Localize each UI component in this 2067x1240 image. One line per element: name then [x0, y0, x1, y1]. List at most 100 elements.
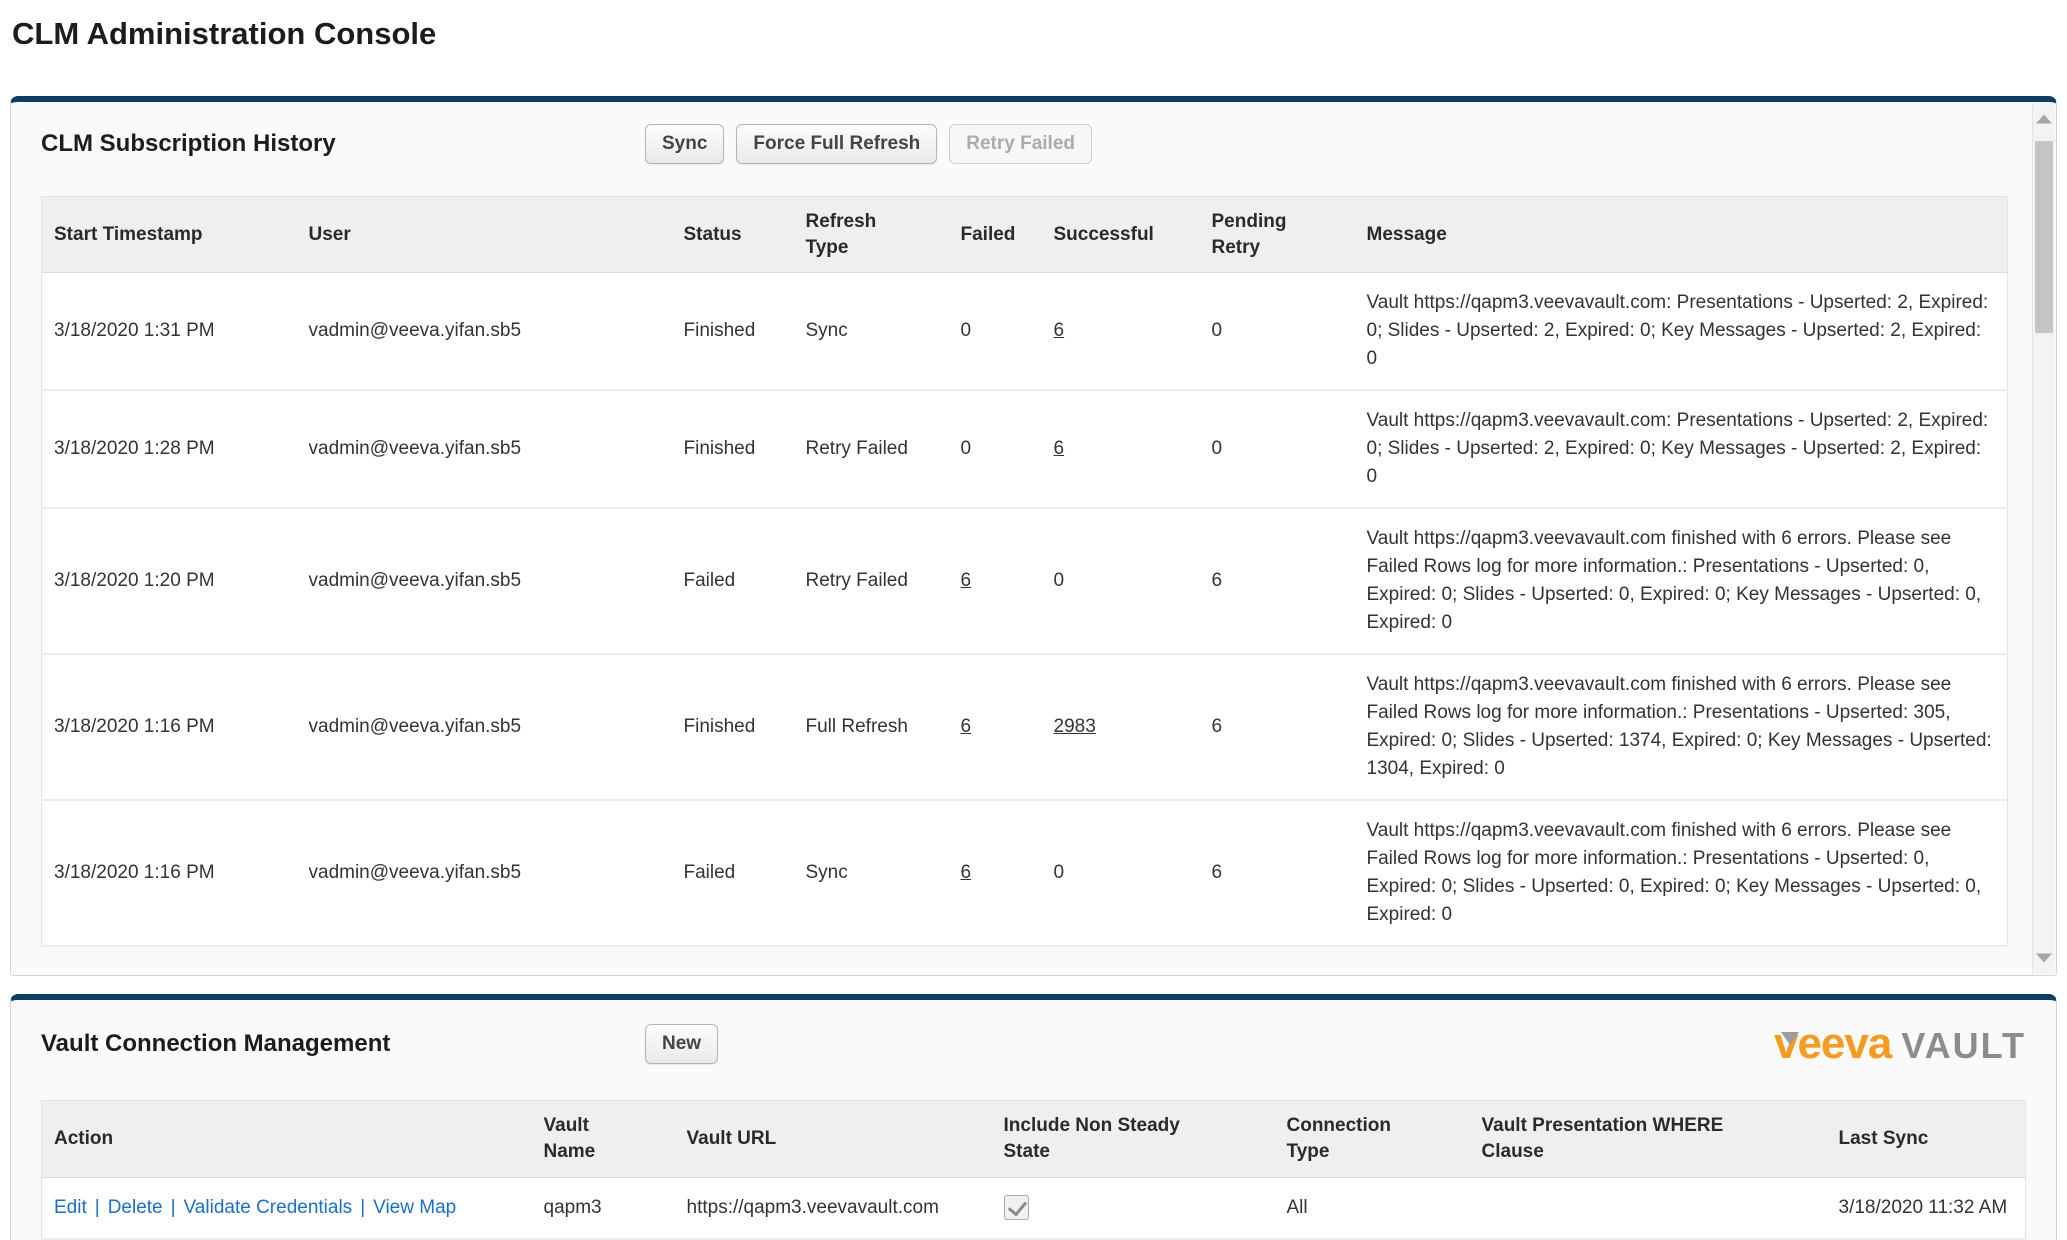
- cell-failed: 6: [948, 508, 1042, 655]
- cell-refresh-type: Retry Failed: [793, 390, 949, 509]
- cell-pending-retry: 0: [1199, 390, 1355, 509]
- subscription-history-table: Start Timestamp User Status Refresh Type…: [41, 196, 2008, 948]
- vault-connection-management-panel: Vault Connection Management New veeva VA…: [10, 994, 2057, 1240]
- column-include-non-steady-state: Include Non Steady State: [991, 1100, 1275, 1178]
- table-row: 3/18/2020 1:16 PM vadmin@veeva.yifan.sb5…: [41, 654, 2008, 801]
- cell-user: vadmin@veeva.yifan.sb5: [296, 272, 672, 391]
- failed-count-link[interactable]: 6: [960, 862, 972, 884]
- cell-start-timestamp: 3/18/2020 1:16 PM: [41, 654, 297, 801]
- cell-message: Vault https://qapm3.veevavault.com: Pres…: [1354, 390, 2008, 509]
- subscription-panel-header: CLM Subscription History Sync Force Full…: [11, 102, 2056, 182]
- clm-admin-console-page: CLM Administration Console CLM Subscript…: [0, 16, 2067, 1240]
- cell-user: vadmin@veeva.yifan.sb5: [296, 800, 672, 947]
- cell-successful: 0: [1041, 800, 1200, 947]
- column-vault-url: Vault URL: [674, 1100, 992, 1178]
- cell-pending-retry: 6: [1199, 508, 1355, 655]
- veeva-triangle-icon: [1780, 1032, 1799, 1046]
- cell-refresh-type: Retry Failed: [793, 508, 949, 655]
- cell-refresh-type: Sync: [793, 272, 949, 391]
- subscription-button-group: Sync Force Full Refresh Retry Failed: [645, 124, 1093, 164]
- cell-failed: 6: [948, 654, 1042, 801]
- cell-where-clause: [1469, 1177, 1827, 1239]
- cell-user: vadmin@veeva.yifan.sb5: [296, 508, 672, 655]
- column-last-sync: Last Sync: [1826, 1100, 2026, 1178]
- successful-count-link[interactable]: 6: [1053, 320, 1065, 342]
- cell-connection-type: All: [1274, 1177, 1470, 1239]
- validate-credentials-link[interactable]: Validate Credentials: [183, 1196, 353, 1218]
- delete-link[interactable]: Delete: [107, 1196, 163, 1218]
- column-failed: Failed: [948, 196, 1042, 274]
- subscription-panel-title: CLM Subscription History: [41, 130, 336, 157]
- cell-pending-retry: 0: [1199, 272, 1355, 391]
- cell-successful: 2983: [1041, 654, 1200, 801]
- cell-message: Vault https://qapm3.veevavault.com finis…: [1354, 654, 2008, 801]
- scroll-down-icon[interactable]: [2033, 942, 2055, 974]
- failed-count-link[interactable]: 6: [960, 716, 972, 738]
- cell-start-timestamp: 3/18/2020 1:20 PM: [41, 508, 297, 655]
- clm-subscription-history-panel: CLM Subscription History Sync Force Full…: [10, 96, 2057, 977]
- table-row: 3/18/2020 1:20 PM vadmin@veeva.yifan.sb5…: [41, 508, 2008, 655]
- cell-failed: 0: [948, 390, 1042, 509]
- cell-message: Vault https://qapm3.veevavault.com: Pres…: [1354, 272, 2008, 391]
- edit-link[interactable]: Edit: [54, 1196, 87, 1218]
- successful-count-link[interactable]: 2983: [1053, 716, 1096, 738]
- vault-connection-table: Action Vault Name Vault URL Include Non …: [41, 1100, 2026, 1240]
- column-status: Status: [671, 196, 794, 274]
- column-start-timestamp: Start Timestamp: [41, 196, 297, 274]
- cell-pending-retry: 6: [1199, 654, 1355, 801]
- cell-include-non-steady-state: [991, 1177, 1275, 1239]
- sync-button[interactable]: Sync: [645, 124, 725, 164]
- cell-user: vadmin@veeva.yifan.sb5: [296, 654, 672, 801]
- vault-wordmark: VAULT: [1901, 1025, 2026, 1067]
- view-map-link[interactable]: View Map: [373, 1196, 457, 1218]
- cell-start-timestamp: 3/18/2020 1:31 PM: [41, 272, 297, 391]
- column-successful: Successful: [1041, 196, 1200, 274]
- column-action: Action: [41, 1100, 532, 1178]
- cell-refresh-type: Sync: [793, 800, 949, 947]
- cell-pending-retry: 6: [1199, 800, 1355, 947]
- cell-vault-name: qapm3: [531, 1177, 675, 1239]
- cell-failed: 6: [948, 800, 1042, 947]
- veeva-vault-logo: veeva VAULT: [1774, 1022, 2034, 1066]
- column-refresh-type: Refresh Type: [793, 196, 949, 274]
- scrollbar-thumb[interactable]: [2035, 141, 2053, 333]
- subscription-table-wrap: Start Timestamp User Status Refresh Type…: [11, 182, 2056, 975]
- cell-successful: 6: [1041, 390, 1200, 509]
- vertical-scrollbar[interactable]: [2032, 103, 2055, 975]
- cell-message: Vault https://qapm3.veevavault.com finis…: [1354, 508, 2008, 655]
- include-non-steady-state-checkbox[interactable]: [1003, 1195, 1029, 1221]
- column-connection-type: Connection Type: [1274, 1100, 1470, 1178]
- column-where-clause: Vault Presentation WHERE Clause: [1469, 1100, 1827, 1178]
- cell-last-sync: 3/18/2020 11:32 AM: [1826, 1177, 2026, 1239]
- cell-status: Finished: [671, 390, 794, 509]
- table-row: 3/18/2020 1:28 PM vadmin@veeva.yifan.sb5…: [41, 390, 2008, 509]
- cell-successful: 0: [1041, 508, 1200, 655]
- cell-status: Finished: [671, 654, 794, 801]
- cell-vault-url: https://qapm3.veevavault.com: [674, 1177, 992, 1239]
- retry-failed-button: Retry Failed: [949, 124, 1093, 164]
- column-vault-name: Vault Name: [531, 1100, 675, 1178]
- column-user: User: [296, 196, 672, 274]
- vault-table-wrap: Action Vault Name Vault URL Include Non …: [11, 1084, 2056, 1240]
- cell-status: Failed: [671, 800, 794, 947]
- cell-refresh-type: Full Refresh: [793, 654, 949, 801]
- cell-failed: 0: [948, 272, 1042, 391]
- cell-start-timestamp: 3/18/2020 1:16 PM: [41, 800, 297, 947]
- subscription-table-header-row: Start Timestamp User Status Refresh Type…: [41, 196, 2008, 274]
- page-title: CLM Administration Console: [12, 16, 437, 51]
- force-full-refresh-button[interactable]: Force Full Refresh: [736, 124, 938, 164]
- successful-count-link[interactable]: 6: [1053, 438, 1065, 460]
- new-button[interactable]: New: [645, 1024, 719, 1065]
- cell-user: vadmin@veeva.yifan.sb5: [296, 390, 672, 509]
- cell-status: Failed: [671, 508, 794, 655]
- failed-count-link[interactable]: 6: [960, 570, 972, 592]
- column-message: Message: [1354, 196, 2008, 274]
- cell-successful: 6: [1041, 272, 1200, 391]
- cell-message: Vault https://qapm3.veevavault.com finis…: [1354, 800, 2008, 947]
- table-row: 3/18/2020 1:31 PM vadmin@veeva.yifan.sb5…: [41, 272, 2008, 391]
- table-row: 3/18/2020 1:16 PM vadmin@veeva.yifan.sb5…: [41, 800, 2008, 947]
- cell-status: Finished: [671, 272, 794, 391]
- scroll-up-icon[interactable]: [2033, 103, 2055, 135]
- table-row: Edit | Delete | Validate Credentials | View Ma…: [41, 1177, 2026, 1239]
- cell-actions: Edit | Delete | Validate Credentials | View Ma…: [41, 1177, 532, 1239]
